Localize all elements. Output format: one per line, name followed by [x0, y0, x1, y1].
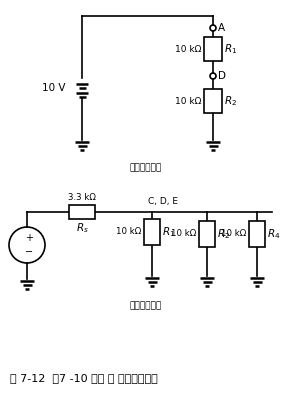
Text: 10 kΩ: 10 kΩ [221, 230, 246, 238]
Text: A: A [218, 23, 225, 33]
Text: 3.3 kΩ: 3.3 kΩ [68, 193, 96, 202]
Text: −: − [25, 247, 33, 257]
Text: 图 7-12  图7 -10 的交 、 直流等效电路: 图 7-12 图7 -10 的交 、 直流等效电路 [10, 373, 158, 383]
Text: 交流等效电路: 交流等效电路 [130, 301, 162, 310]
Text: 直流等效电路: 直流等效电路 [130, 164, 162, 173]
Text: C, D, E: C, D, E [148, 197, 178, 206]
Text: D: D [218, 71, 226, 81]
Bar [69, 205, 95, 219]
Text: 10 kΩ: 10 kΩ [116, 227, 141, 236]
Text: $R_4$: $R_4$ [267, 227, 280, 241]
Text: 10 kΩ: 10 kΩ [175, 44, 201, 53]
Text: $R_s$: $R_s$ [76, 221, 88, 235]
Text: $R_2$: $R_2$ [217, 227, 230, 241]
Text: 10 kΩ: 10 kΩ [171, 230, 196, 238]
Bar [204, 89, 222, 113]
Text: $R_2$: $R_2$ [224, 94, 237, 108]
Bar [204, 37, 222, 61]
Text: +: + [25, 233, 33, 243]
Text: $R_1$: $R_1$ [224, 42, 237, 56]
Text: 10 kΩ: 10 kΩ [175, 97, 201, 105]
Bar [199, 221, 215, 247]
Text: $R_1$: $R_1$ [162, 225, 175, 239]
Text: 10 V: 10 V [42, 83, 66, 93]
Bar [144, 219, 160, 245]
Bar [249, 221, 265, 247]
